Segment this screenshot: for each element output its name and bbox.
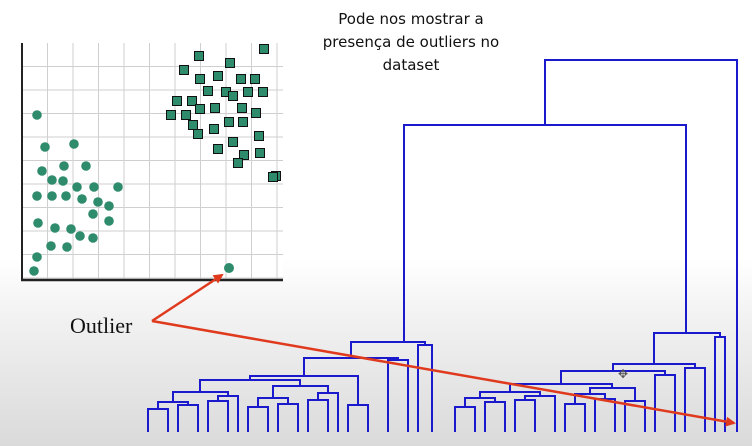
cluster-point	[32, 191, 42, 201]
cluster-point	[75, 231, 85, 241]
cluster-square	[213, 71, 223, 81]
cluster-point	[104, 216, 114, 226]
dendrogram-link	[277, 403, 299, 432]
cluster-point	[47, 175, 57, 185]
dendrogram-link	[403, 124, 687, 342]
cluster-point	[37, 166, 47, 176]
cluster-square	[268, 172, 278, 182]
dendrogram-link	[307, 399, 329, 432]
cluster-point	[32, 252, 42, 262]
caption-text: Pode nos mostrar a presença de outliers …	[296, 8, 526, 77]
cluster-square	[179, 65, 189, 75]
dendrogram-link	[544, 59, 738, 432]
cluster-square	[195, 104, 205, 114]
cluster-point	[77, 194, 87, 204]
cluster-point	[46, 241, 56, 251]
cluster-square	[224, 117, 234, 127]
dendrogram-link	[653, 332, 721, 364]
cluster-square	[258, 87, 268, 97]
cluster-square	[236, 74, 246, 84]
dendrogram-link	[714, 336, 726, 432]
outlier-arrows	[151, 273, 736, 427]
cluster-point	[62, 242, 72, 252]
arrow-to-dendrogram-outlier	[151, 319, 736, 427]
cluster-square	[250, 74, 260, 84]
cluster-point	[47, 191, 57, 201]
dendrogram-link	[207, 400, 229, 432]
dendrogram-link	[514, 399, 536, 432]
cluster-square	[181, 110, 191, 120]
cluster-square	[193, 129, 203, 139]
arrow-to-scatter-outlier	[151, 273, 224, 323]
cluster-square	[254, 131, 264, 141]
cluster-square	[251, 108, 261, 118]
dendrogram-link	[247, 406, 269, 432]
dendrogram-link	[347, 404, 369, 432]
cluster-square	[237, 103, 247, 113]
cluster-square	[238, 117, 248, 127]
cluster-square	[195, 74, 205, 84]
cluster-point	[113, 182, 123, 192]
cluster-point	[88, 233, 98, 243]
cluster-square	[172, 96, 182, 106]
cluster-point	[58, 176, 68, 186]
cluster-point	[50, 223, 60, 233]
dendrogram-link	[564, 403, 586, 432]
cluster-point	[59, 161, 69, 171]
cluster-square	[233, 158, 243, 168]
dendrogram-link	[257, 397, 289, 407]
cluster-point	[32, 110, 42, 120]
cluster-point	[72, 182, 82, 192]
cluster-point	[69, 139, 79, 149]
outlier-point	[224, 263, 234, 273]
dendrogram-link	[594, 398, 616, 432]
dendrogram-link	[147, 408, 169, 432]
cluster-point	[33, 218, 43, 228]
cluster-square	[203, 86, 213, 96]
cluster-square	[259, 44, 269, 54]
cluster-point	[93, 197, 103, 207]
cluster-square	[210, 103, 220, 113]
cluster-point	[66, 224, 76, 234]
cluster-point	[29, 266, 39, 276]
cluster-point	[81, 161, 91, 171]
cluster-square	[213, 144, 223, 154]
cluster-point	[40, 142, 50, 152]
cluster-point	[88, 209, 98, 219]
cluster-square	[228, 137, 238, 147]
cluster-point	[61, 191, 71, 201]
circle-cluster	[29, 110, 123, 276]
cluster-square	[243, 87, 253, 97]
cluster-square	[225, 58, 235, 68]
dendrogram-link	[524, 395, 556, 432]
cluster-square	[188, 120, 198, 130]
dendrogram	[147, 59, 738, 432]
dendrogram-link	[684, 367, 706, 432]
scatter-plot-panel	[21, 43, 283, 282]
dendrogram-link	[387, 359, 409, 432]
move-cursor-icon: ✥	[618, 367, 629, 381]
cluster-square	[166, 110, 176, 120]
cluster-square	[187, 96, 197, 106]
cluster-square	[194, 51, 204, 61]
cluster-square	[255, 148, 265, 158]
cluster-square	[209, 124, 219, 134]
square-cluster	[166, 44, 281, 182]
caption-line-2: presença de outliers no	[322, 33, 500, 51]
dendrogram-link	[417, 344, 433, 432]
cluster-point	[104, 201, 114, 211]
dendrogram-link	[560, 370, 666, 384]
dendrogram-link	[454, 406, 476, 432]
dendrogram-link	[350, 341, 426, 358]
cluster-square	[239, 150, 249, 160]
outlier-label: Outlier	[70, 313, 133, 338]
cluster-square	[228, 91, 238, 101]
caption-line-1: Pode nos mostrar a	[338, 10, 484, 28]
caption-line-3: dataset	[382, 56, 440, 74]
dendrogram-link	[654, 374, 676, 432]
dendrogram-link	[177, 404, 199, 432]
dendrogram-link	[484, 401, 506, 432]
cluster-point	[89, 182, 99, 192]
